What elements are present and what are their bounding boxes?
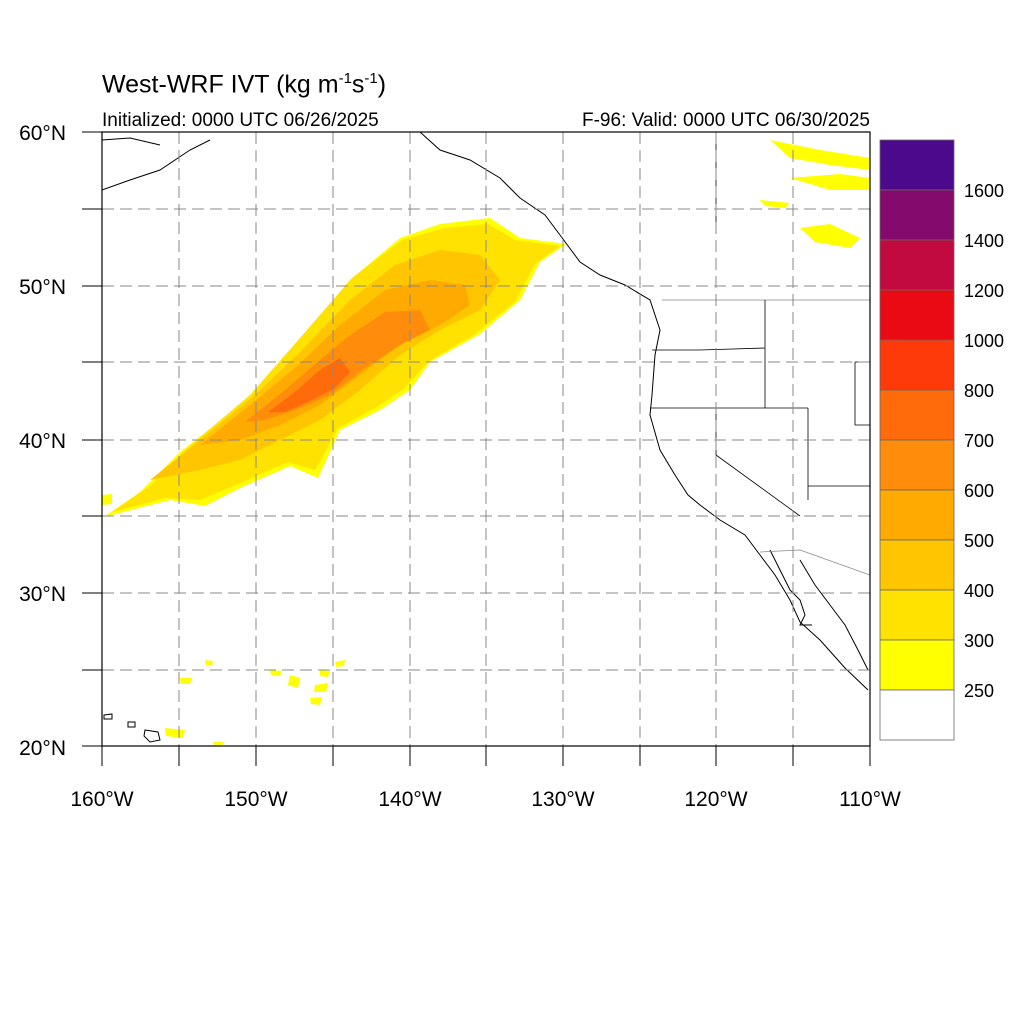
colorbar-label: 1400 bbox=[964, 231, 1004, 251]
border-wa-or bbox=[652, 347, 766, 351]
lat-label: 30°N bbox=[19, 583, 66, 606]
ivt-patch-s8 bbox=[205, 660, 213, 666]
island-hawaii bbox=[103, 713, 113, 720]
initialized-label: Initialized: 0000 UTC 06/26/2025 bbox=[102, 110, 379, 131]
coastline-north-america bbox=[419, 132, 869, 691]
political-boundaries bbox=[650, 132, 870, 576]
ivt-patch-s2 bbox=[314, 683, 328, 692]
colorbar-swatch bbox=[879, 289, 955, 341]
island-hawaii3 bbox=[143, 729, 161, 743]
lat-axis-labels: 60°N 50°N 40°N 30°N 20°N bbox=[19, 122, 66, 760]
colorbar-swatch bbox=[879, 489, 955, 541]
map-ticks bbox=[82, 131, 871, 766]
ivt-patch-s7 bbox=[213, 742, 224, 746]
colorbar-label: 700 bbox=[964, 431, 994, 451]
lat-label: 40°N bbox=[19, 430, 66, 453]
colorbar: 1600 1400 1200 1000 800 700 600 500 400 300 250 bbox=[879, 139, 1004, 741]
border-mt-wy bbox=[854, 361, 870, 426]
lon-label: 120°W bbox=[684, 788, 747, 811]
colorbar-label: 600 bbox=[964, 481, 994, 501]
colorbar-label: 400 bbox=[964, 581, 994, 601]
ivt-patch-ne bbox=[770, 140, 870, 170]
colorbar-swatch bbox=[879, 539, 955, 591]
ivt-patch-s9 bbox=[270, 670, 282, 676]
lat-label: 50°N bbox=[19, 276, 66, 299]
coastline-alaska bbox=[102, 139, 211, 191]
ivt-patch-s6 bbox=[165, 728, 185, 738]
colorbar-swatch bbox=[879, 189, 955, 241]
border-us-mexico bbox=[759, 549, 870, 576]
lon-label: 150°W bbox=[224, 788, 287, 811]
ivt-patch-ne3 bbox=[800, 224, 860, 248]
lon-label: 110°W bbox=[839, 788, 901, 811]
ivt-contour-700 bbox=[268, 358, 350, 412]
lon-label: 160°W bbox=[70, 788, 133, 811]
colorbar-swatch bbox=[879, 389, 955, 441]
colorbar-label: 500 bbox=[964, 531, 994, 551]
lon-label: 130°W bbox=[531, 788, 594, 811]
colorbar-swatch bbox=[879, 339, 955, 391]
map-gridlines bbox=[102, 132, 870, 746]
lon-axis-labels: 160°W 150°W 140°W 130°W 120°W 110°W bbox=[70, 788, 901, 811]
colorbar-swatch bbox=[879, 689, 955, 741]
colorbar-swatch bbox=[879, 139, 955, 191]
ivt-patch-ne2 bbox=[790, 174, 870, 190]
ivt-patch-s1 bbox=[288, 675, 300, 688]
colorbar-label: 1000 bbox=[964, 331, 1004, 351]
colorbar-label: 250 bbox=[964, 681, 994, 701]
colorbar-swatch bbox=[879, 639, 955, 691]
colorbar-label: 1600 bbox=[964, 181, 1004, 201]
colorbar-label: 1200 bbox=[964, 281, 1004, 301]
ivt-patch-ne4 bbox=[760, 200, 790, 208]
colorbar-label: 800 bbox=[964, 381, 994, 401]
lat-label: 20°N bbox=[19, 737, 66, 760]
island-hawaii2 bbox=[127, 721, 136, 728]
ivt-patch-s10 bbox=[335, 660, 345, 667]
ivt-patch-s4 bbox=[310, 697, 322, 705]
valid-time-label: F-96: Valid: 0000 UTC 06/30/2025 bbox=[582, 110, 870, 131]
colorbar-swatch bbox=[879, 239, 955, 291]
coastline-mexico bbox=[799, 559, 869, 671]
map-title: West-WRF IVT (kg m-1s-1) bbox=[102, 70, 387, 99]
lon-label: 140°W bbox=[378, 788, 441, 811]
colorbar-swatch bbox=[879, 439, 955, 491]
coastlines bbox=[102, 132, 869, 743]
ivt-patch-s11 bbox=[102, 494, 112, 505]
coastline-baja bbox=[769, 549, 812, 626]
colorbar-label: 300 bbox=[964, 631, 994, 651]
ivt-field bbox=[102, 140, 870, 746]
colorbar-swatch bbox=[879, 589, 955, 641]
ivt-patch-s5 bbox=[180, 678, 192, 684]
lat-label: 60°N bbox=[19, 122, 66, 145]
coastline-bristol bbox=[102, 137, 161, 146]
border-ca-nv bbox=[715, 408, 801, 517]
ivt-patch-s3 bbox=[320, 670, 330, 677]
